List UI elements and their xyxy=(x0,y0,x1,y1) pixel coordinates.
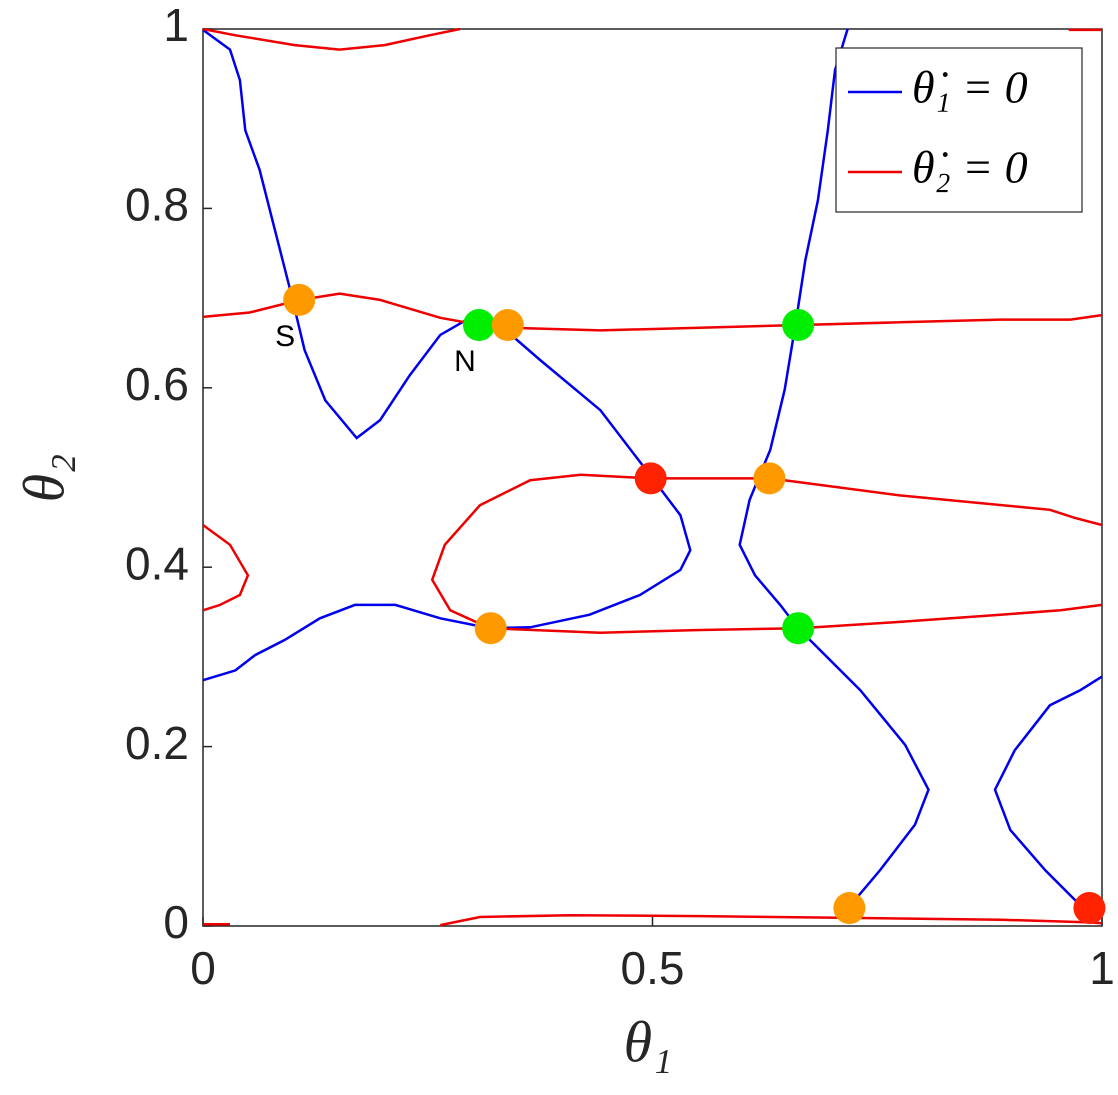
legend-label: θ̇₁ = 0 xyxy=(912,62,1028,113)
fixed-point xyxy=(782,309,815,342)
annotation: S xyxy=(275,320,295,353)
x-tick-label: 0.5 xyxy=(621,942,685,994)
fixed-point xyxy=(1073,892,1106,925)
y-tick-label: 0.4 xyxy=(125,537,189,589)
x-tick-label: 0 xyxy=(190,942,216,994)
fixed-point xyxy=(474,612,507,645)
x-axis-label: θ₁ xyxy=(624,1009,673,1074)
y-tick-label: 0.8 xyxy=(125,179,189,231)
legend-label: θ̇₂ = 0 xyxy=(912,142,1028,193)
y-tick-label: 0 xyxy=(163,896,189,948)
fixed-point xyxy=(634,462,667,495)
annotation: N xyxy=(454,345,476,378)
nullcline xyxy=(202,28,1103,907)
legend-box xyxy=(835,47,1083,213)
fixed-point xyxy=(491,309,524,342)
fixed-point xyxy=(753,462,786,495)
y-tick-label: 1 xyxy=(163,0,189,51)
x-tick-label: 1 xyxy=(1089,942,1115,994)
y-axis-label: θ₂ xyxy=(11,454,76,503)
fixed-point xyxy=(833,892,866,925)
fixed-point xyxy=(782,612,815,645)
fixed-point xyxy=(462,309,495,342)
fixed-point xyxy=(283,283,316,316)
y-tick-label: 0.2 xyxy=(125,717,189,769)
y-tick-label: 0.6 xyxy=(125,358,189,410)
